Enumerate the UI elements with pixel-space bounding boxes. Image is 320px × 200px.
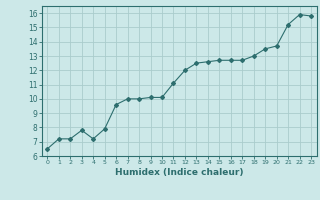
X-axis label: Humidex (Indice chaleur): Humidex (Indice chaleur) [115, 168, 244, 177]
